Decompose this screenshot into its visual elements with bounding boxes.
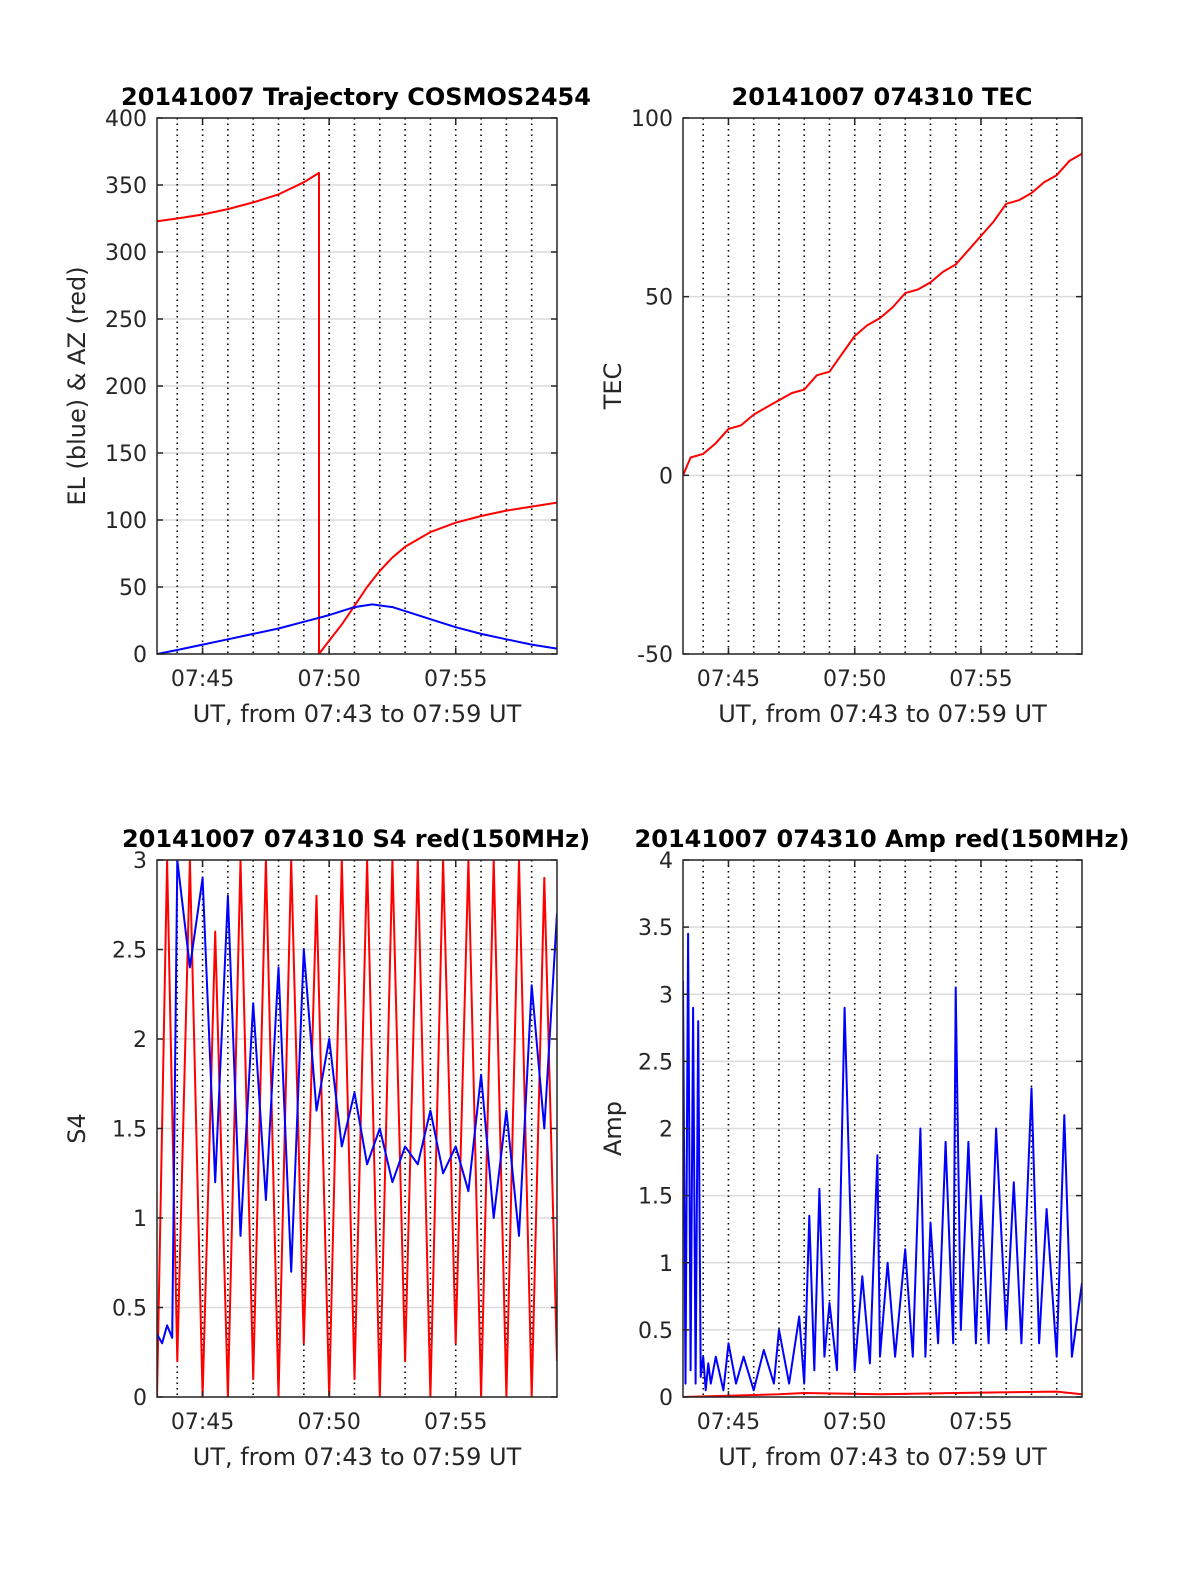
y-tick-label: 4 bbox=[659, 849, 673, 874]
y-tick-label: 350 bbox=[105, 174, 147, 199]
y-tick-label: 200 bbox=[105, 375, 147, 400]
y-tick-label: 0 bbox=[133, 1386, 147, 1411]
y-axis-label: TEC bbox=[599, 363, 627, 411]
chart-title: 20141007 Trajectory COSMOS2454 bbox=[121, 83, 591, 111]
y-tick-label: 1.5 bbox=[638, 1185, 673, 1210]
y-tick-label: 300 bbox=[105, 241, 147, 266]
series-line-1 bbox=[683, 1390, 1082, 1397]
y-tick-label: 400 bbox=[105, 107, 147, 132]
y-tick-label: 3 bbox=[659, 983, 673, 1008]
chart-title: 20141007 074310 Amp red(150MHz) bbox=[635, 825, 1130, 853]
y-tick-label: 2 bbox=[133, 1028, 147, 1053]
y-tick-label: 0 bbox=[659, 464, 673, 489]
axes-box bbox=[682, 117, 1083, 655]
x-tick-label: 07:55 bbox=[424, 667, 487, 692]
series-line-1 bbox=[157, 171, 557, 654]
y-tick-label: 1.5 bbox=[112, 1118, 147, 1143]
x-tick-label: 07:45 bbox=[171, 1410, 234, 1435]
x-tick-label: 07:45 bbox=[171, 667, 234, 692]
x-axis-label: UT, from 07:43 to 07:59 UT bbox=[193, 700, 522, 728]
chart-title: 20141007 074310 TEC bbox=[732, 83, 1033, 111]
y-axis-label: EL (blue) & AZ (red) bbox=[63, 266, 91, 505]
y-tick-label: 250 bbox=[105, 308, 147, 333]
chart-1: 0 50 100 150 200 250 300 350 400 07:45 07:50 07:55 U… bbox=[63, 83, 591, 728]
x-tick-label: 07:50 bbox=[297, 667, 360, 692]
x-axis-label: UT, from 07:43 to 07:59 UT bbox=[193, 1443, 522, 1471]
y-tick-label: 1 bbox=[133, 1207, 147, 1232]
series-line-2 bbox=[157, 860, 557, 1345]
y-axis-label: S4 bbox=[63, 1113, 91, 1144]
x-tick-label: 07:55 bbox=[949, 1410, 1012, 1435]
chart-2: -50 0 50 100 07:45 07:50 07:55 UT, from 07:43 t… bbox=[599, 83, 1083, 728]
series-group bbox=[157, 860, 557, 1397]
series-line-2 bbox=[157, 603, 557, 654]
chart-4: 0 0.5 1 1.5 2 2.5 3 3.5 4 07:45 07:50 07:55 UT, from… bbox=[599, 825, 1129, 1471]
y-tick-label: 3.5 bbox=[638, 916, 673, 941]
y-tick-label: 2.5 bbox=[638, 1050, 673, 1075]
series-group bbox=[157, 171, 557, 654]
x-tick-label: 07:50 bbox=[823, 667, 886, 692]
y-tick-label: -50 bbox=[637, 643, 673, 668]
y-tick-label: 3 bbox=[133, 849, 147, 874]
x-tick-label: 07:45 bbox=[697, 1410, 760, 1435]
series-group bbox=[683, 932, 1082, 1397]
y-tick-label: 100 bbox=[105, 509, 147, 534]
y-tick-label: 50 bbox=[645, 286, 673, 311]
y-tick-label: 2 bbox=[659, 1118, 673, 1143]
y-tick-label: 0.5 bbox=[638, 1319, 673, 1344]
x-tick-label: 07:50 bbox=[823, 1410, 886, 1435]
y-tick-label: 150 bbox=[105, 442, 147, 467]
plot-area bbox=[683, 118, 1082, 654]
series-group bbox=[683, 152, 1082, 476]
y-tick-label: 1 bbox=[659, 1252, 673, 1277]
x-tick-label: 07:55 bbox=[949, 667, 1012, 692]
x-tick-label: 07:50 bbox=[297, 1410, 360, 1435]
x-axis-label: UT, from 07:43 to 07:59 UT bbox=[718, 700, 1047, 728]
chart-3: 0 0.5 1 1.5 2 2.5 3 07:45 07:50 07:55 UT, from 07:… bbox=[63, 825, 590, 1471]
chart-title: 20141007 074310 S4 red(150MHz) bbox=[122, 825, 590, 853]
x-tick-label: 07:55 bbox=[424, 1410, 487, 1435]
y-tick-label: 50 bbox=[119, 576, 147, 601]
y-axis-label: Amp bbox=[599, 1101, 627, 1156]
y-tick-label: 0.5 bbox=[112, 1297, 147, 1322]
y-tick-label: 2.5 bbox=[112, 939, 147, 964]
y-tick-label: 100 bbox=[631, 107, 673, 132]
x-axis-label: UT, from 07:43 to 07:59 UT bbox=[718, 1443, 1047, 1471]
series-line-2 bbox=[683, 932, 1082, 1392]
y-tick-label: 0 bbox=[659, 1386, 673, 1411]
series-line-1 bbox=[683, 152, 1082, 476]
y-tick-label: 0 bbox=[133, 643, 147, 668]
x-tick-label: 07:45 bbox=[697, 667, 760, 692]
